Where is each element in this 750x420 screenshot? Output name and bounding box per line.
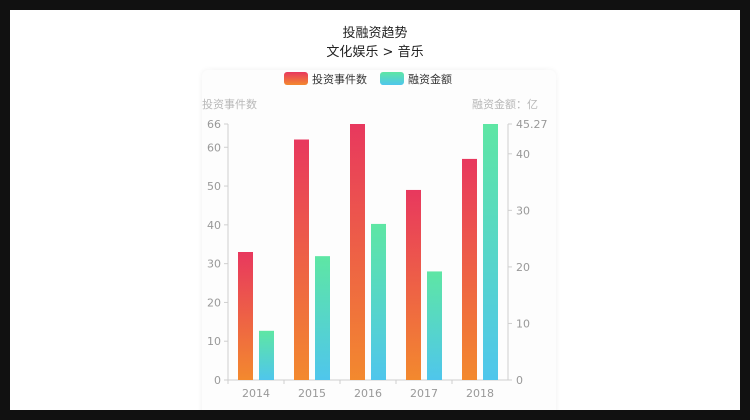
left-tick-label: 20 (207, 296, 221, 309)
legend: 投资事件数 融资金额 (284, 72, 452, 86)
bar-chart: 投资事件数 融资金额 投资事件数 融资金额：亿 010203040506066 … (202, 72, 548, 400)
left-tick-label: 0 (214, 374, 221, 387)
chart-title: 投融资趋势 (342, 26, 408, 41)
left-tick-label: 10 (207, 335, 221, 348)
bar-funding-amount-2014[interactable] (259, 330, 274, 380)
chart-subtitle: 文化娱乐 > 音乐 (326, 45, 424, 60)
legend-label-funding-amount[interactable]: 融资金额 (408, 72, 452, 86)
left-axis-ticks: 0 10 20 30 40 50 60 66 (207, 118, 228, 387)
left-tick-label: 40 (207, 219, 221, 232)
x-tick-label-2016: 2016 (354, 387, 382, 400)
right-tick-label: 40 (516, 148, 530, 161)
right-axis-ticks: 0 10 20 30 40 45.27 (508, 118, 548, 387)
bars (238, 124, 498, 380)
frame-edge-right (740, 0, 750, 420)
left-tick-label: 30 (207, 258, 221, 271)
bar-funding-amount-2018[interactable] (483, 124, 498, 380)
right-tick-label: 0 (516, 374, 523, 387)
left-axis-label: 投资事件数 (202, 97, 257, 111)
bar-investment-count-2017[interactable] (406, 189, 421, 380)
legend-label-investment-count[interactable]: 投资事件数 (312, 72, 367, 86)
right-tick-label: 30 (516, 204, 530, 217)
x-tick-label-2014: 2014 (242, 387, 270, 400)
bar-investment-count-2014[interactable] (238, 252, 253, 380)
bar-funding-amount-2017[interactable] (427, 271, 442, 380)
bar-investment-count-2016[interactable] (350, 124, 365, 380)
right-tick-label: 20 (516, 261, 530, 274)
bar-investment-count-2015[interactable] (294, 139, 309, 380)
x-tick-label-2017: 2017 (410, 387, 438, 400)
x-tick-label-2018: 2018 (466, 387, 494, 400)
bar-funding-amount-2016[interactable] (371, 223, 386, 380)
x-axis-ticks: 2014 2015 2016 2017 2018 (227, 380, 494, 400)
left-tick-label: 60 (207, 141, 221, 154)
x-tick-label-2015: 2015 (298, 387, 326, 400)
left-tick-label: 66 (207, 118, 221, 131)
right-tick-label: 45.27 (516, 118, 548, 131)
chart-canvas: 投融资趋势 文化娱乐 > 音乐 投资事件数 融资金额 投资事件数 融资金额：亿 (10, 10, 740, 410)
bar-investment-count-2018[interactable] (462, 158, 477, 380)
left-tick-label: 50 (207, 180, 221, 193)
bar-funding-amount-2015[interactable] (315, 256, 330, 380)
legend-swatch-investment-count[interactable] (284, 72, 308, 85)
right-axis-label: 融资金额：亿 (472, 97, 538, 111)
legend-swatch-funding-amount[interactable] (380, 72, 404, 85)
frame-edge-left (0, 0, 10, 420)
right-tick-label: 10 (516, 317, 530, 330)
